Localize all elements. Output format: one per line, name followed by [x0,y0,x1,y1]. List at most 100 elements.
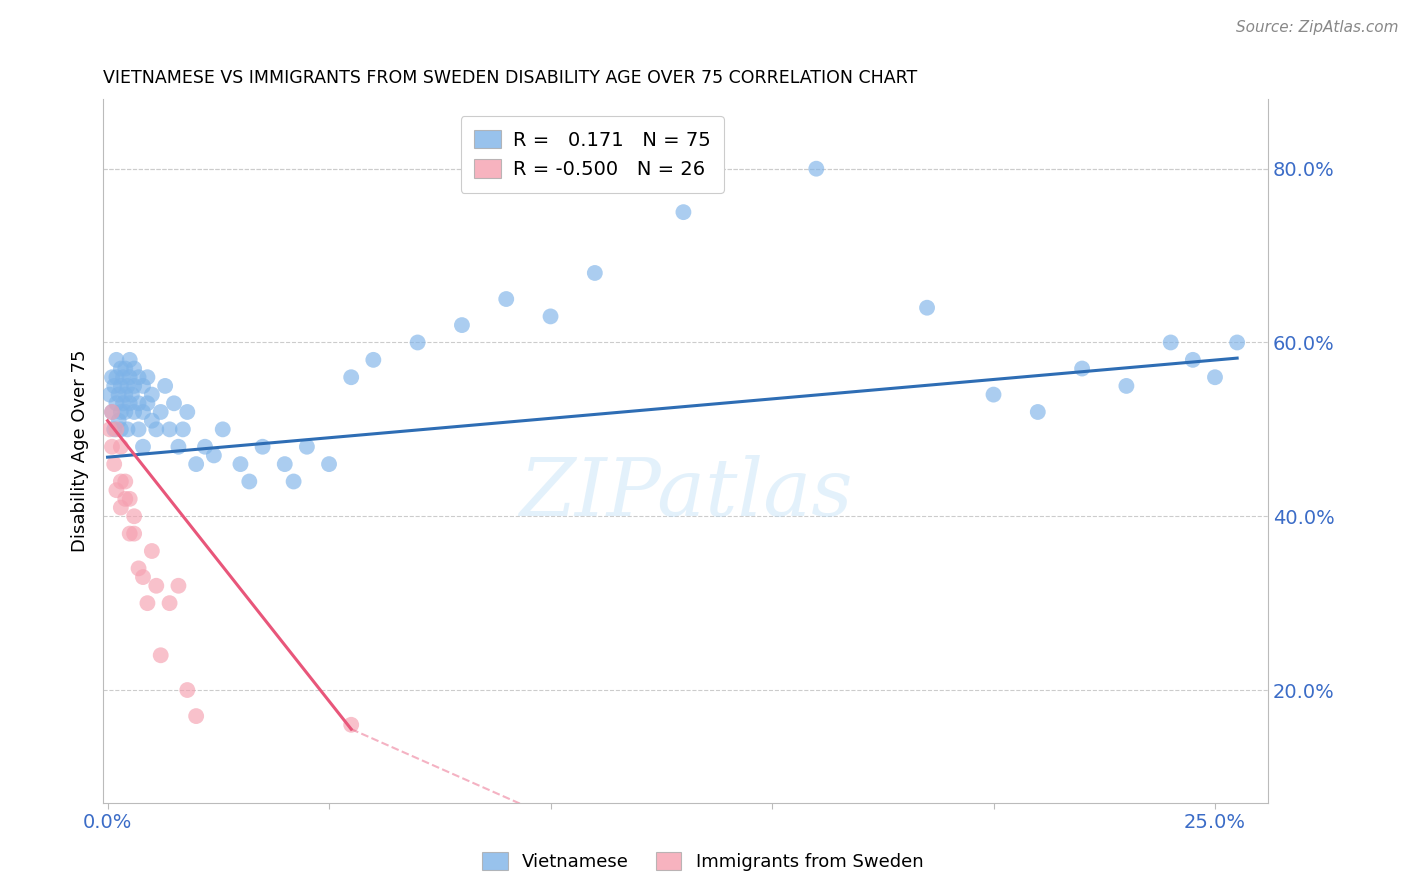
Text: Source: ZipAtlas.com: Source: ZipAtlas.com [1236,20,1399,35]
Y-axis label: Disability Age Over 75: Disability Age Over 75 [72,350,89,552]
Point [105,370,128,384]
Point [101,370,124,384]
Point [1226,335,1249,350]
Point [318,457,340,471]
Point [128,396,150,410]
Point [103,379,125,393]
Point [122,379,145,393]
Point [110,422,132,436]
Point [117,422,139,436]
Point [105,422,128,436]
Point [132,379,155,393]
Point [112,396,135,410]
Point [110,379,132,393]
Point [149,405,172,419]
Point [112,370,135,384]
Point [114,405,136,419]
Point [211,422,233,436]
Point [583,266,606,280]
Point [98,387,121,401]
Point [283,475,305,489]
Point [105,352,128,367]
Point [340,718,363,732]
Legend: Vietnamese, Immigrants from Sweden: Vietnamese, Immigrants from Sweden [475,846,931,879]
Point [132,570,155,584]
Point [118,526,141,541]
Point [107,387,129,401]
Point [983,387,1005,401]
Point [672,205,695,219]
Point [238,475,260,489]
Point [122,526,145,541]
Text: ZIPatlas: ZIPatlas [519,455,852,532]
Point [122,361,145,376]
Point [118,370,141,384]
Point [132,440,155,454]
Point [110,440,132,454]
Point [252,440,274,454]
Point [145,422,167,436]
Point [118,491,141,506]
Point [117,379,139,393]
Point [194,440,217,454]
Point [110,405,132,419]
Point [1026,405,1049,419]
Point [540,310,562,324]
Point [202,449,225,463]
Point [806,161,828,176]
Point [105,396,128,410]
Point [105,483,128,498]
Point [101,405,124,419]
Point [128,561,150,575]
Point [132,405,155,419]
Point [159,596,181,610]
Point [1071,361,1094,376]
Point [114,387,136,401]
Point [122,405,145,419]
Legend: R =   0.171   N = 75, R = -0.500   N = 26: R = 0.171 N = 75, R = -0.500 N = 26 [461,116,724,193]
Point [128,370,150,384]
Point [110,361,132,376]
Point [110,500,132,515]
Point [114,361,136,376]
Point [136,596,159,610]
Point [295,440,318,454]
Point [186,457,208,471]
Point [495,292,517,306]
Point [274,457,297,471]
Point [107,414,129,428]
Point [176,405,198,419]
Point [98,422,121,436]
Point [163,396,186,410]
Point [103,457,125,471]
Point [153,379,176,393]
Point [159,422,181,436]
Point [141,414,163,428]
Point [118,352,141,367]
Point [340,370,363,384]
Point [101,405,124,419]
Point [118,396,141,410]
Point [915,301,938,315]
Point [114,475,136,489]
Point [1181,352,1204,367]
Point [103,422,125,436]
Point [167,440,190,454]
Point [128,422,150,436]
Point [451,318,474,332]
Point [363,352,385,367]
Point [176,683,198,698]
Point [186,709,208,723]
Point [1204,370,1226,384]
Point [1115,379,1137,393]
Point [406,335,429,350]
Point [136,370,159,384]
Point [121,387,143,401]
Point [149,648,172,663]
Point [141,544,163,558]
Point [172,422,194,436]
Point [101,440,124,454]
Point [122,509,145,524]
Point [167,579,190,593]
Point [114,491,136,506]
